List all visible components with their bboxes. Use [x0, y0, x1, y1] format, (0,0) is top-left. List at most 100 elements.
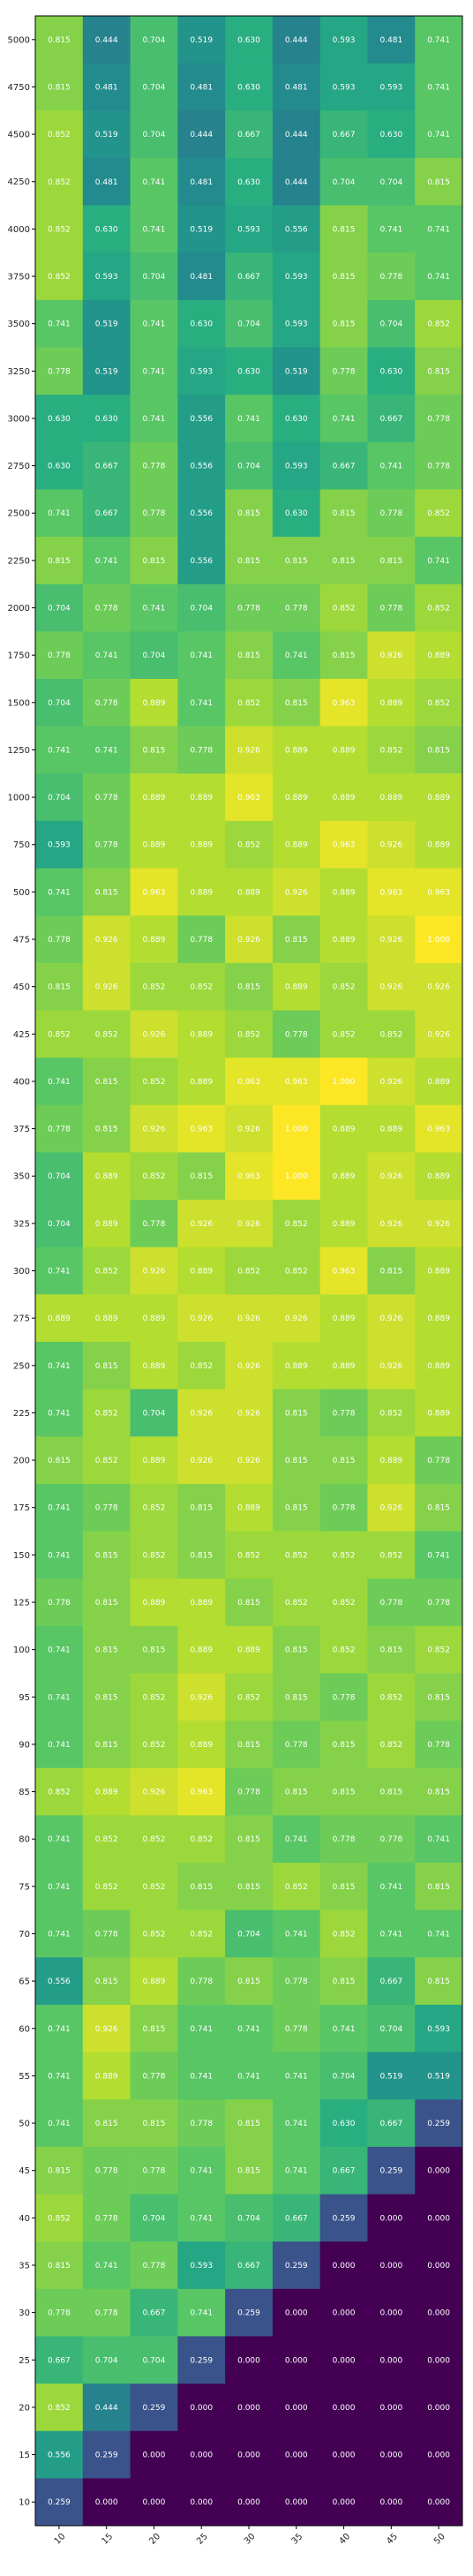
heatmap-cell	[35, 1010, 84, 1058]
x-tick-label: 20	[147, 2532, 162, 2547]
heatmap-cell	[225, 252, 274, 301]
cell-value-label: 0.593	[48, 841, 71, 850]
cell-value-label: 0.000	[95, 2498, 118, 2507]
cell-value-label: 0.852	[237, 1268, 260, 1277]
heatmap-cell	[225, 299, 274, 348]
heatmap-cell	[82, 2052, 131, 2100]
cell-value-label: 0.852	[237, 1030, 260, 1039]
cell-value-label: 0.852	[285, 1268, 308, 1277]
cell-value-label: 0.852	[285, 1599, 308, 1608]
y-tick-label: 350	[13, 1172, 30, 1182]
heatmap-cell	[272, 915, 321, 964]
cell-value-label: 0.815	[95, 1078, 118, 1087]
heatmap-cell	[415, 1909, 463, 1958]
heatmap-cell	[35, 205, 84, 253]
heatmap-cell	[177, 2288, 226, 2337]
heatmap-cell	[319, 915, 368, 964]
y-tick-label: 1250	[8, 746, 30, 756]
heatmap-cell	[225, 1104, 274, 1153]
cell-value-label: 0.815	[333, 273, 356, 282]
heatmap-cell	[272, 1058, 321, 1106]
cell-value-label: 0.741	[190, 2214, 213, 2223]
cell-value-label: 0.889	[190, 1741, 213, 1750]
cell-value-label: 0.778	[95, 2167, 118, 2176]
heatmap-cell	[367, 2478, 416, 2527]
heatmap-cell	[415, 2146, 463, 2195]
cell-value-label: 0.481	[190, 83, 213, 92]
cell-value-label: 0.852	[237, 699, 260, 708]
cell-value-label: 0.926	[379, 1362, 402, 1371]
heatmap-cell	[35, 1578, 84, 1627]
cell-value-label: 0.259	[95, 2452, 118, 2460]
cell-value-label: 0.741	[48, 2072, 71, 2081]
cell-value-label: 0.926	[237, 1126, 260, 1134]
heatmap-cell	[130, 395, 178, 443]
cell-value-label: 0.889	[333, 1172, 356, 1181]
heatmap-cell	[319, 2099, 368, 2148]
x-tick-label: 25	[195, 2532, 210, 2547]
cell-value-label: 0.852	[333, 1599, 356, 1608]
heatmap-cell	[225, 1909, 274, 1958]
cell-value-label: 0.000	[190, 2404, 213, 2413]
heatmap-cell	[415, 2194, 463, 2242]
heatmap-cell	[415, 489, 463, 538]
cell-value-label: 0.815	[237, 557, 260, 566]
cell-value-label: 0.444	[190, 131, 213, 139]
cell-value-label: 0.259	[190, 2356, 213, 2365]
heatmap-cell	[319, 1673, 368, 1721]
cell-value-label: 0.259	[237, 2309, 260, 2318]
cell-value-label: 0.926	[379, 1314, 402, 1323]
cell-value-label: 0.704	[379, 178, 402, 187]
cell-value-label: 0.741	[48, 1646, 71, 1655]
cell-value-label: 0.778	[190, 936, 213, 945]
cell-value-label: 0.630	[95, 225, 118, 234]
heatmap-cell	[272, 1957, 321, 2006]
cell-value-label: 0.778	[95, 605, 118, 614]
heatmap-cell	[319, 110, 368, 159]
cell-value-label: 0.704	[143, 1409, 166, 1418]
heatmap-cell	[272, 678, 321, 727]
y-tick-label: 4500	[8, 131, 30, 140]
cell-value-label: 0.741	[285, 2120, 308, 2128]
y-tick-label: 300	[13, 1267, 30, 1277]
heatmap-cell	[35, 2146, 84, 2195]
heatmap-cell	[415, 773, 463, 822]
heatmap-cell	[177, 1531, 226, 1579]
cell-value-label: 0.815	[237, 1599, 260, 1608]
cell-value-label: 0.000	[333, 2309, 356, 2318]
heatmap-cell	[82, 1863, 131, 1911]
heatmap-cell	[130, 110, 178, 159]
heatmap-cell	[415, 915, 463, 964]
cell-value-label: 0.926	[285, 1314, 308, 1323]
cell-value-label: 0.593	[285, 320, 308, 329]
cell-value-label: 0.852	[143, 1172, 166, 1181]
cell-value-label: 0.815	[190, 1504, 213, 1513]
cell-value-label: 0.852	[190, 1930, 213, 1939]
cell-value-label: 0.593	[427, 2025, 450, 2034]
cell-value-label: 0.741	[285, 652, 308, 660]
heatmap-cell	[415, 868, 463, 916]
heatmap-cell	[272, 1578, 321, 1627]
heatmap-cell	[130, 1483, 178, 1532]
heatmap-cell	[225, 1389, 274, 1437]
heatmap-cell	[367, 1767, 416, 1816]
cell-value-label: 0.000	[427, 2167, 450, 2176]
cell-value-label: 0.926	[237, 1314, 260, 1323]
cell-value-label: 0.741	[48, 2120, 71, 2128]
heatmap-cell	[272, 1531, 321, 1579]
cell-value-label: 0.889	[285, 746, 308, 755]
heatmap-cell	[130, 820, 178, 869]
cell-value-label: 0.815	[333, 1741, 356, 1750]
cell-value-label: 0.778	[333, 367, 356, 376]
cell-value-label: 0.815	[95, 1693, 118, 1702]
cell-value-label: 0.852	[48, 1030, 71, 1039]
cell-value-label: 0.926	[95, 2025, 118, 2034]
heatmap-cell	[272, 1863, 321, 1911]
heatmap-cell	[272, 16, 321, 64]
cell-value-label: 0.889	[379, 794, 402, 802]
cell-value-label: 0.667	[379, 2120, 402, 2128]
heatmap-cell	[130, 347, 178, 395]
cell-value-label: 0.259	[143, 2404, 166, 2413]
heatmap-cell	[82, 63, 131, 111]
cell-value-label: 0.741	[48, 888, 71, 897]
